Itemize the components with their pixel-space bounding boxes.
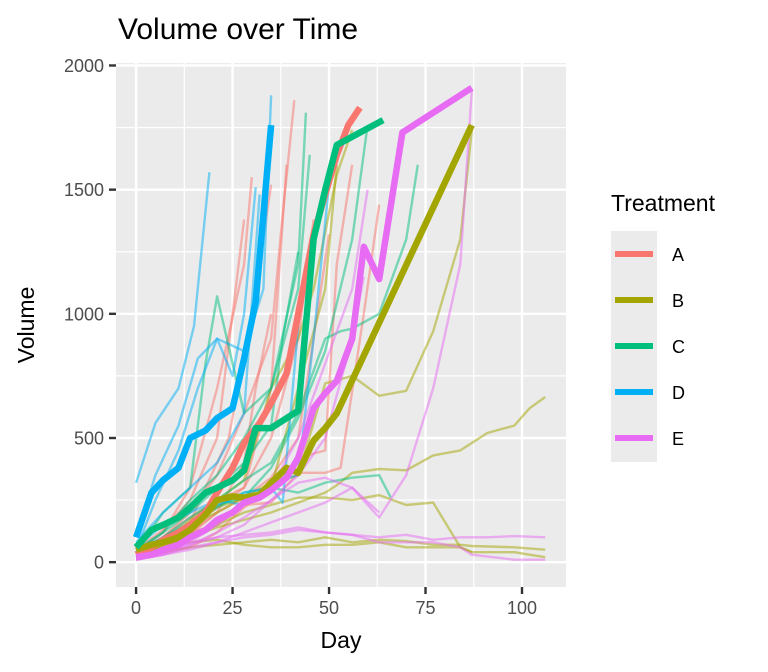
chart-title: Volume over Time [118, 13, 358, 46]
individual-line-D [134, 95, 273, 538]
x-axis-title: Day [321, 627, 362, 653]
y-axis-title: Volume [13, 287, 39, 364]
individual-line-E [135, 528, 546, 561]
mean-line-C [133, 117, 385, 550]
x-tick-label: 25 [223, 598, 243, 618]
mean-line-E [135, 85, 474, 561]
y-tick-label: 1500 [64, 180, 104, 200]
legend-label-D: D [672, 383, 685, 403]
x-tick-label: 75 [416, 598, 436, 618]
mean-line-B [135, 123, 475, 553]
individual-line-A [135, 219, 246, 551]
individual-line-D [134, 172, 211, 484]
individual-line-E [135, 90, 473, 561]
y-axis: 0 500 1000 1500 2000 [64, 56, 116, 573]
legend-label-A: A [672, 245, 684, 265]
mean-line-D [133, 124, 275, 539]
y-tick-label: 1000 [64, 304, 104, 324]
legend: Treatment A B C D E [611, 190, 716, 462]
x-tick-label: 0 [131, 598, 141, 618]
individual-line-D [134, 187, 257, 551]
individual-line-C [135, 154, 311, 551]
individual-line-E [135, 276, 365, 561]
x-axis: 0 25 50 75 100 [131, 587, 537, 618]
y-tick-label: 0 [94, 553, 104, 573]
legend-label-C: C [672, 337, 685, 357]
legend-title: Treatment [611, 190, 716, 216]
legend-label-E: E [672, 429, 684, 449]
y-tick-label: 2000 [64, 56, 104, 76]
legend-label-B: B [672, 291, 684, 311]
x-tick-label: 100 [507, 598, 537, 618]
y-tick-label: 500 [74, 428, 104, 448]
individual-line-D [135, 194, 261, 544]
x-tick-label: 50 [319, 598, 339, 618]
mean-lines [133, 85, 475, 561]
